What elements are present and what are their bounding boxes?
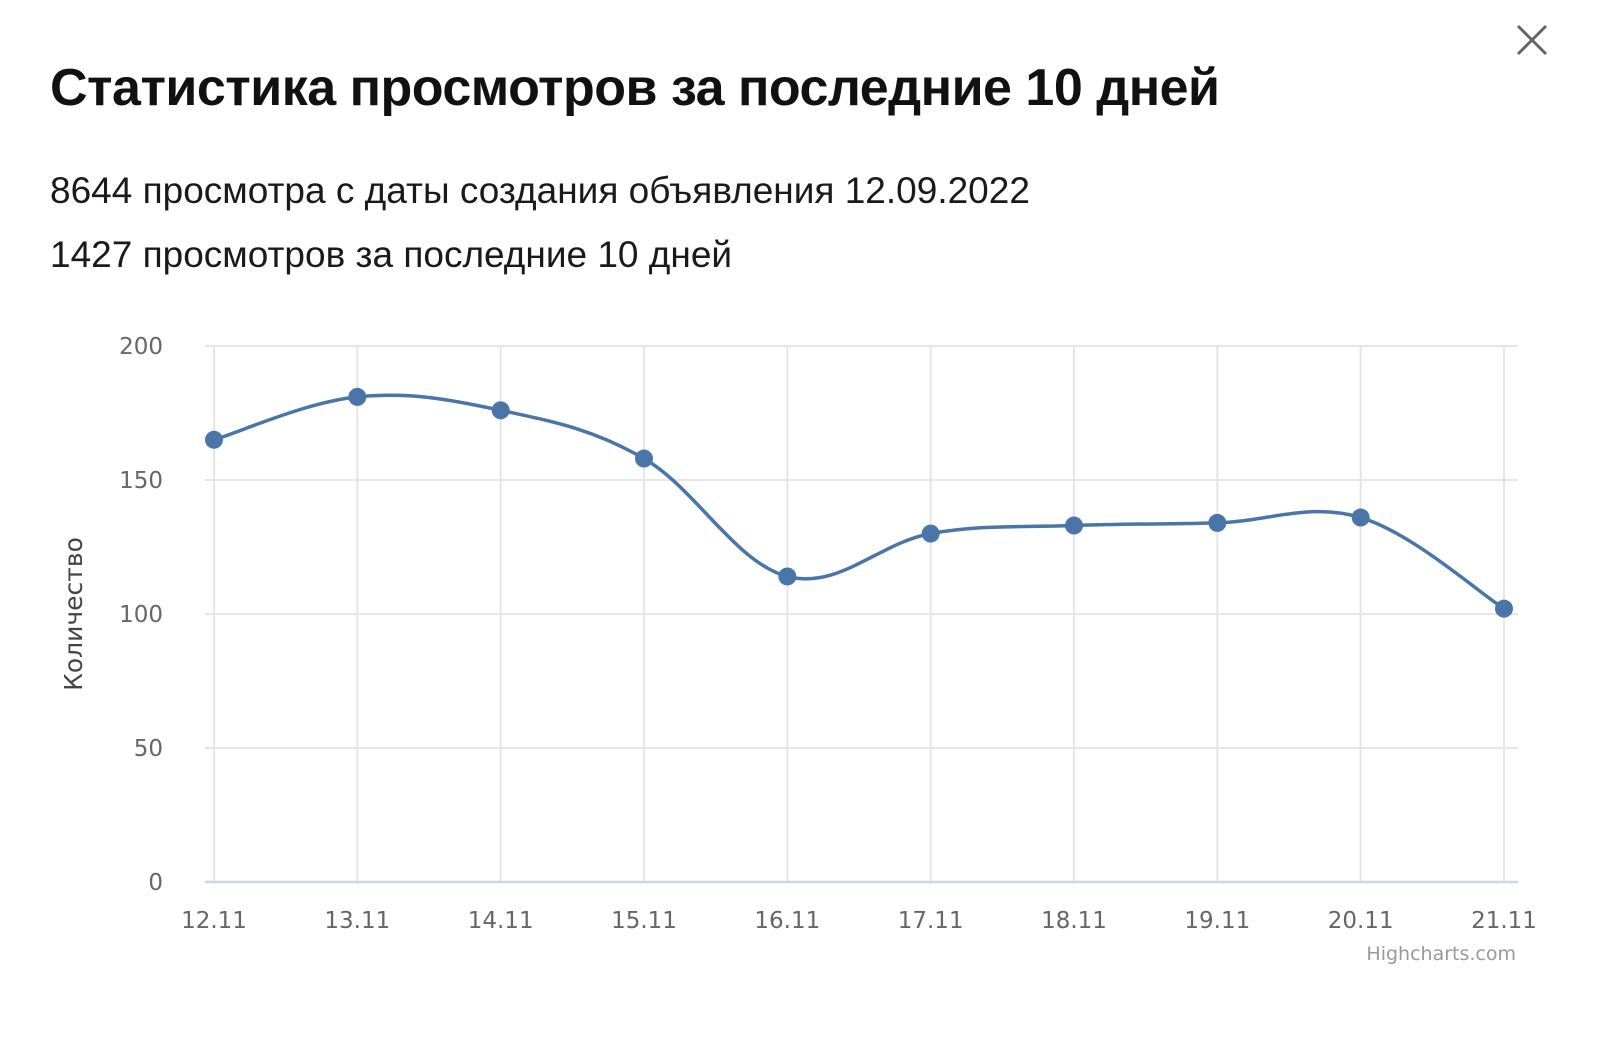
grid-lines [205, 345, 1518, 883]
y-tick-label: 50 [134, 736, 163, 762]
x-tick-label: 19.11 [1184, 908, 1250, 934]
y-tick-label: 0 [148, 870, 163, 896]
x-tick-label: 17.11 [898, 908, 964, 934]
data-point[interactable] [348, 387, 367, 406]
page-title: Статистика просмотров за последние 10 дн… [50, 59, 1220, 117]
y-axis-title: Количество [59, 537, 88, 691]
data-point[interactable] [635, 449, 653, 468]
data-point[interactable] [491, 401, 510, 420]
data-point[interactable] [1065, 516, 1083, 535]
data-point[interactable] [1208, 513, 1227, 532]
data-point[interactable] [921, 524, 940, 543]
data-point[interactable] [205, 430, 223, 449]
y-tick-label: 150 [119, 468, 163, 494]
close-icon [1516, 24, 1548, 56]
data-point[interactable] [778, 567, 797, 586]
series-line [213, 393, 1505, 611]
x-tick-label: 21.11 [1471, 908, 1537, 934]
x-tick-label: 20.11 [1328, 908, 1394, 934]
x-tick-label: 15.11 [611, 908, 677, 934]
x-tick-label: 16.11 [754, 908, 820, 934]
data-point[interactable] [1351, 508, 1370, 527]
y-tick-label: 200 [119, 334, 163, 360]
data-points [205, 387, 1513, 618]
axes: 0 50 100 150 200 12.11 13.11 14.11 15.11 16.11 17.… [119, 334, 1537, 934]
chart-credits[interactable]: Highcharts.com [1366, 943, 1516, 965]
y-tick-label: 100 [119, 602, 163, 628]
views-line-chart: 0 50 100 150 200 12.11 13.11 14.11 15.11 16.11 17.… [59, 334, 1537, 965]
x-tick-label: 12.11 [181, 908, 247, 934]
close-button[interactable] [1510, 18, 1554, 62]
data-point[interactable] [1495, 599, 1513, 618]
x-tick-label: 14.11 [468, 908, 534, 934]
recent-views-summary: 1427 просмотров за последние 10 дней [50, 234, 733, 275]
x-tick-label: 18.11 [1041, 908, 1107, 934]
x-tick-label: 13.11 [324, 908, 390, 934]
total-views-summary: 8644 просмотра с даты создания объявлени… [50, 170, 1030, 211]
